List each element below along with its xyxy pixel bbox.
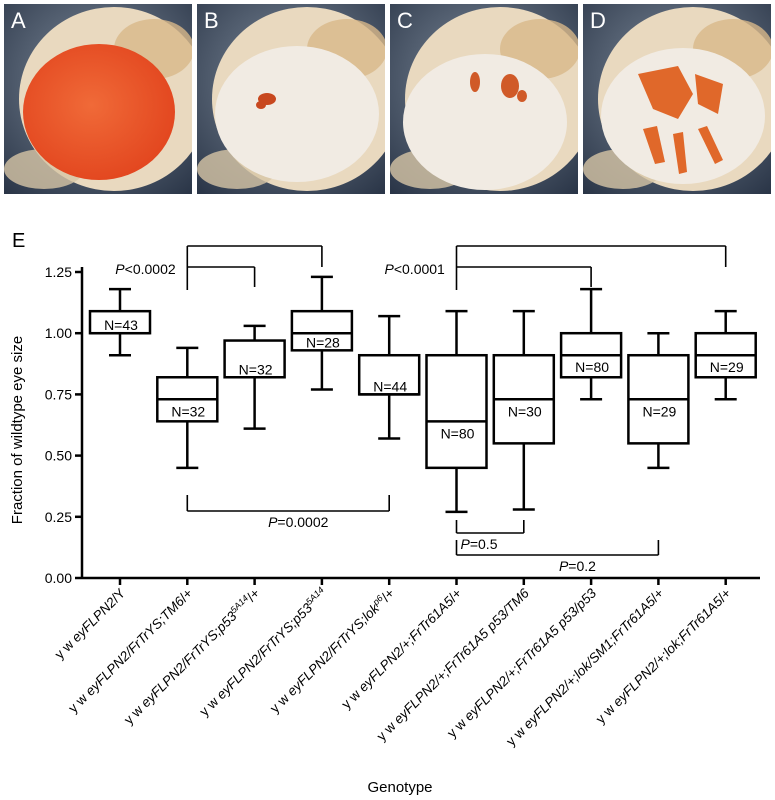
y-tick-label: 0.50 bbox=[45, 448, 72, 464]
p-value-label: P=0.2 bbox=[559, 558, 596, 574]
x-category-label: y w eyFLPN2/FrTrYS;p535A14 bbox=[196, 585, 330, 719]
significance-bracket bbox=[186, 495, 391, 512]
photo-panel-a: A bbox=[4, 4, 192, 194]
panel-label-e: E bbox=[12, 230, 25, 252]
n-label: N=43 bbox=[104, 317, 138, 333]
n-label: N=80 bbox=[441, 425, 475, 441]
x-category-label: y w eyFLPN2/+;lok;FrTr61A5/+ bbox=[593, 585, 734, 726]
box-2: N=32 bbox=[156, 346, 219, 585]
box-4: N=28 bbox=[290, 275, 354, 585]
photo-panel-d: D bbox=[583, 4, 771, 194]
n-label: N=30 bbox=[508, 403, 542, 419]
panel-letter: D bbox=[590, 8, 606, 33]
panel-letter: B bbox=[204, 8, 219, 33]
significance-bracket bbox=[455, 540, 660, 556]
photo-panel-c: C bbox=[390, 4, 578, 194]
p-value-label: P=0.0002 bbox=[268, 514, 329, 530]
n-label: N=44 bbox=[373, 378, 407, 394]
fly-eye-photo bbox=[390, 4, 578, 194]
box-9: N=29 bbox=[627, 331, 690, 585]
box-3: N=32 bbox=[223, 324, 286, 585]
panel-letter: C bbox=[397, 8, 413, 33]
y-tick-label: 0.75 bbox=[45, 386, 72, 402]
fly-eye-photo bbox=[197, 4, 385, 194]
box-5: N=44 bbox=[357, 314, 421, 585]
n-label: N=80 bbox=[575, 359, 609, 375]
n-label: N=32 bbox=[171, 403, 205, 419]
iqr-box bbox=[290, 309, 354, 352]
iqr-box bbox=[357, 353, 421, 396]
x-category-label: y w eyFLPN2/+;FrTr61A5 p53/p53 bbox=[444, 585, 599, 740]
fly-eye-photo bbox=[4, 4, 192, 194]
p-value-label: P<0.0002 bbox=[115, 261, 176, 277]
panel-letter: A bbox=[11, 8, 26, 33]
x-category-label: y w eyFLPN2/+;FrTr61A5/+ bbox=[339, 585, 465, 711]
significance-bracket bbox=[455, 520, 525, 534]
x-category-label: y w eyFLPN2/Y bbox=[52, 586, 128, 662]
fly-eye-photo bbox=[583, 4, 771, 194]
y-tick-label: 0.00 bbox=[45, 570, 72, 586]
y-tick-label: 1.25 bbox=[45, 264, 72, 280]
box-1: N=43 bbox=[88, 287, 152, 585]
p-value-label: P=0.5 bbox=[461, 536, 498, 552]
x-category-label: y w eyFLPN2/FrTrYS;lokp6/+ bbox=[266, 585, 397, 716]
p-value-label: P<0.0001 bbox=[385, 261, 446, 277]
iqr-box bbox=[223, 339, 286, 379]
photo-panel-b: B bbox=[197, 4, 385, 194]
box-10: N=29 bbox=[694, 309, 757, 585]
significance-bracket bbox=[455, 245, 727, 290]
n-label: N=29 bbox=[710, 359, 744, 375]
box-8: N=80 bbox=[559, 287, 623, 585]
n-label: N=29 bbox=[642, 403, 676, 419]
box-plot-chart: E Fraction of wildtype eye size 0.00 0.25 0.… bbox=[9, 230, 760, 796]
box-6: N=80 bbox=[425, 309, 488, 585]
box-7: N=30 bbox=[492, 309, 556, 585]
y-tick-label: 0.25 bbox=[45, 509, 72, 525]
x-category-label: y w eyFLPN2/FrTrYS;p535A14/+ bbox=[120, 585, 263, 728]
n-label: N=32 bbox=[239, 361, 273, 377]
iqr-box bbox=[425, 353, 488, 470]
x-axis-label: Genotype bbox=[367, 779, 432, 796]
significance-bracket bbox=[186, 245, 323, 290]
y-axis-label: Fraction of wildtype eye size bbox=[9, 336, 26, 524]
y-tick-label: 1.00 bbox=[45, 325, 72, 341]
x-category-label: y w eyFLPN2/FrTrYS;TM6/+ bbox=[65, 585, 195, 715]
n-label: N=28 bbox=[306, 334, 340, 350]
